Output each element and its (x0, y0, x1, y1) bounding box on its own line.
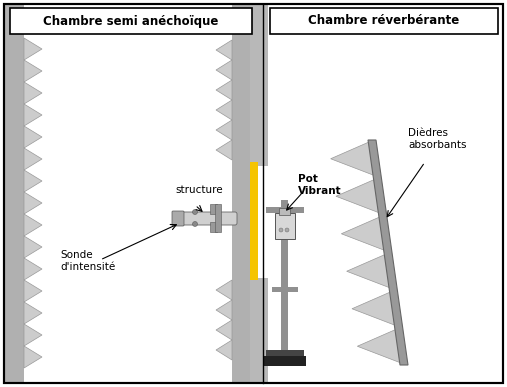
Polygon shape (24, 170, 42, 192)
Polygon shape (24, 280, 42, 302)
Polygon shape (24, 104, 42, 126)
Polygon shape (24, 324, 42, 346)
Polygon shape (216, 280, 232, 300)
Bar (215, 204, 221, 232)
Polygon shape (24, 82, 42, 104)
Bar (266, 350, 304, 358)
Bar (279, 208, 290, 215)
Polygon shape (341, 217, 385, 250)
Bar (264, 356, 306, 366)
Polygon shape (24, 258, 42, 280)
Polygon shape (24, 214, 42, 236)
Polygon shape (24, 126, 42, 148)
Polygon shape (24, 60, 42, 82)
Polygon shape (24, 38, 42, 60)
Polygon shape (347, 255, 390, 288)
Circle shape (285, 228, 289, 232)
Bar (281, 200, 288, 355)
FancyBboxPatch shape (172, 211, 184, 226)
Bar (210, 222, 217, 232)
Polygon shape (24, 346, 42, 368)
Polygon shape (216, 80, 232, 100)
Polygon shape (216, 120, 232, 140)
Bar (10, 8, 252, 34)
Polygon shape (216, 300, 232, 320)
Text: Chambre semi anéchoïque: Chambre semi anéchoïque (43, 14, 219, 27)
Polygon shape (216, 140, 232, 160)
Polygon shape (368, 140, 408, 365)
Text: Dièdres
absorbants: Dièdres absorbants (408, 128, 466, 150)
FancyBboxPatch shape (178, 212, 237, 225)
Bar (210, 204, 217, 214)
Bar (250, 4, 268, 166)
Circle shape (279, 228, 283, 232)
Text: structure: structure (175, 185, 223, 195)
Polygon shape (216, 340, 232, 360)
Bar (275, 213, 295, 239)
Polygon shape (331, 142, 374, 175)
Bar (270, 8, 498, 34)
Polygon shape (216, 40, 232, 60)
Polygon shape (357, 329, 401, 363)
Bar (266, 207, 304, 213)
Bar (4, 4, 24, 383)
Text: Pot
Vibrant: Pot Vibrant (298, 174, 342, 195)
Bar (272, 287, 298, 292)
Polygon shape (24, 236, 42, 258)
Polygon shape (216, 320, 232, 340)
Bar (232, 4, 252, 383)
Polygon shape (24, 302, 42, 324)
Circle shape (193, 209, 198, 214)
Polygon shape (24, 148, 42, 170)
Bar (250, 278, 268, 383)
Text: Chambre réverbérante: Chambre réverbérante (308, 14, 460, 27)
Polygon shape (336, 180, 380, 213)
Circle shape (193, 221, 198, 226)
Polygon shape (352, 292, 395, 325)
Bar (250, 162, 258, 280)
Polygon shape (216, 60, 232, 80)
Polygon shape (24, 192, 42, 214)
Text: Sonde
d'intensité: Sonde d'intensité (60, 250, 115, 272)
Polygon shape (216, 100, 232, 120)
